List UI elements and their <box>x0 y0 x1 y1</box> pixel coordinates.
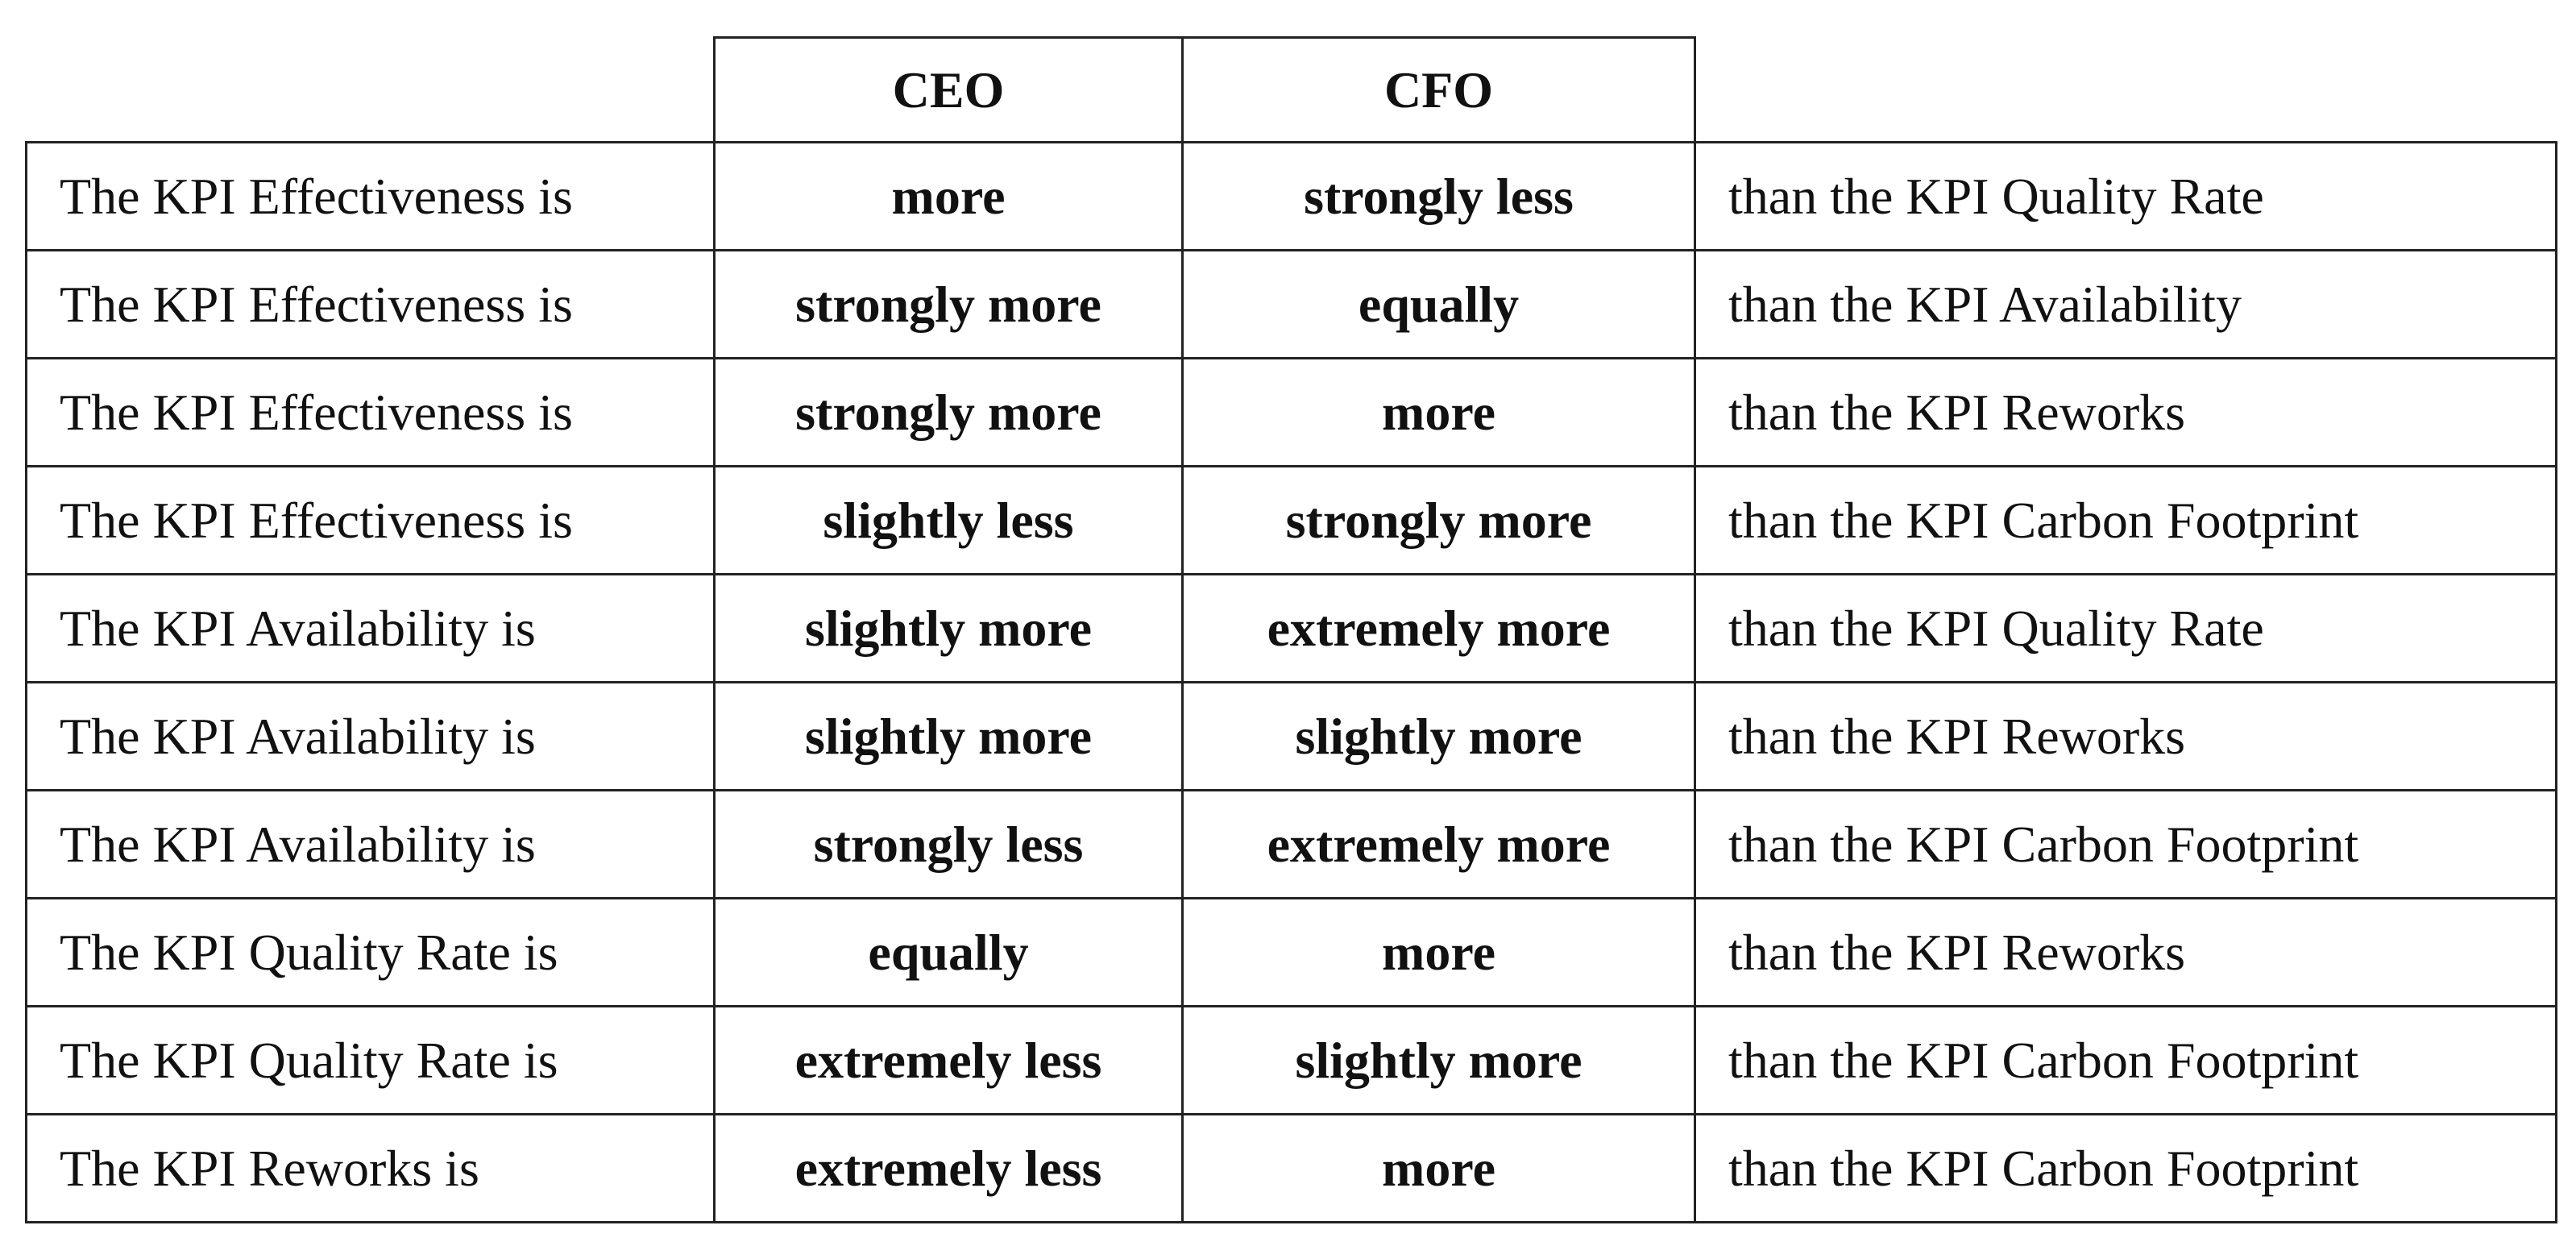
table-row: The KPI Effectiveness is slightly less str… <box>25 465 2557 575</box>
table-cell: extremely less <box>713 1113 1184 1223</box>
table-cell: strongly less <box>713 789 1184 899</box>
table-row: The KPI Quality Rate is equally more than t… <box>25 897 2557 1007</box>
table-row: The KPI Reworks is extremely less more than… <box>25 1113 2557 1223</box>
table-cell: The KPI Effectiveness is <box>25 465 716 575</box>
table-cell: The KPI Quality Rate is <box>25 897 716 1007</box>
empty-cell <box>26 37 715 143</box>
table-row: The KPI Availability is slightly more extr… <box>25 573 2557 683</box>
table-cell: The KPI Effectiveness is <box>25 249 716 359</box>
header-row: CEO CFO <box>26 36 2557 143</box>
table-row: The KPI Availability is slightly more slig… <box>25 681 2557 791</box>
table-cell: The KPI Availability is <box>25 789 716 899</box>
table-cell: more <box>1181 357 1696 467</box>
table-header: CEO CFO <box>26 36 2557 143</box>
comparison-table: CEO CFO The KPI Effectiveness is more stro… <box>25 36 2557 1223</box>
table-cell: strongly more <box>713 249 1184 359</box>
table-cell: The KPI Availability is <box>25 681 716 791</box>
table-cell: slightly more <box>713 573 1184 683</box>
table-cell: than the KPI Quality Rate <box>1694 141 2557 251</box>
table-cell: than the KPI Reworks <box>1694 357 2557 467</box>
table-cell: than the KPI Quality Rate <box>1694 573 2557 683</box>
table-cell: than the KPI Carbon Footprint <box>1694 1005 2557 1115</box>
table-cell: extremely more <box>1181 573 1696 683</box>
table-cell: strongly more <box>1181 465 1696 575</box>
table-cell: slightly more <box>713 681 1184 791</box>
table-cell: equally <box>1181 249 1696 359</box>
table-cell: slightly more <box>1181 1005 1696 1115</box>
table-cell: The KPI Availability is <box>25 573 716 683</box>
table-row: The KPI Effectiveness is more strongly les… <box>25 141 2557 251</box>
table-cell: more <box>713 141 1184 251</box>
table-row: The KPI Effectiveness is strongly more equ… <box>25 249 2557 359</box>
table-body: The KPI Effectiveness is more strongly les… <box>25 141 2557 1223</box>
table-cell: equally <box>713 897 1184 1007</box>
table-row: The KPI Availability is strongly less extr… <box>25 789 2557 899</box>
table-cell: The KPI Reworks is <box>25 1113 716 1223</box>
table-cell: The KPI Effectiveness is <box>25 141 716 251</box>
table-cell: than the KPI Reworks <box>1694 681 2557 791</box>
table-row: The KPI Effectiveness is strongly more mor… <box>25 357 2557 467</box>
table-cell: slightly more <box>1181 681 1696 791</box>
table-cell: strongly more <box>713 357 1184 467</box>
table-cell: more <box>1181 897 1696 1007</box>
table-cell: strongly less <box>1181 141 1696 251</box>
table-cell: The KPI Effectiveness is <box>25 357 716 467</box>
table-row: The KPI Quality Rate is extremely less sli… <box>25 1005 2557 1115</box>
table-cell: extremely more <box>1181 789 1696 899</box>
table-cell: than the KPI Carbon Footprint <box>1694 1113 2557 1223</box>
table-cell: slightly less <box>713 465 1184 575</box>
table-cell: than the KPI Carbon Footprint <box>1694 789 2557 899</box>
header-cell: CEO <box>713 36 1184 143</box>
header-cell: CFO <box>1181 36 1696 143</box>
table-cell: than the KPI Availability <box>1694 249 2557 359</box>
table-cell: than the KPI Carbon Footprint <box>1694 465 2557 575</box>
table-cell: extremely less <box>713 1005 1184 1115</box>
table-cell: more <box>1181 1113 1696 1223</box>
empty-cell <box>1695 37 2557 143</box>
table-cell: The KPI Quality Rate is <box>25 1005 716 1115</box>
table-cell: than the KPI Reworks <box>1694 897 2557 1007</box>
